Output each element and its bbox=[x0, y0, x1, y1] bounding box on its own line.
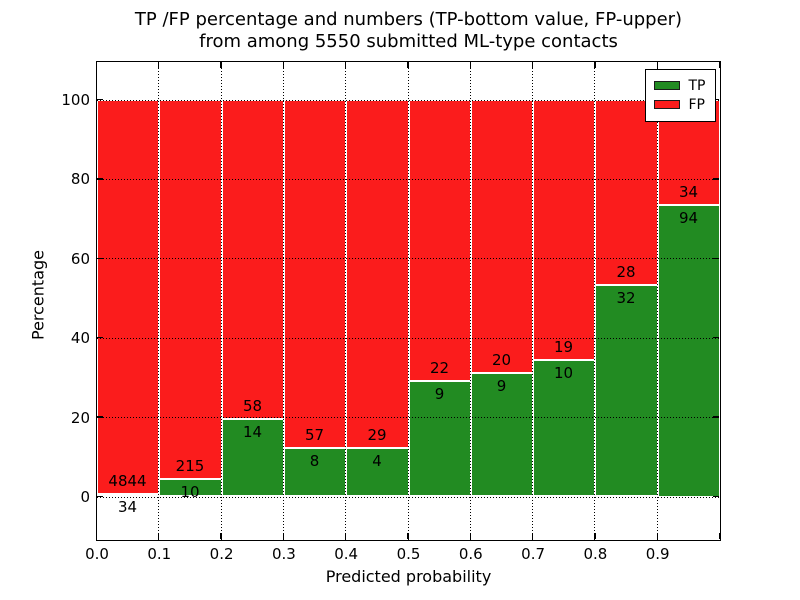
bar-label-fp-count: 58 bbox=[242, 397, 263, 416]
bar-label-fp-count: 19 bbox=[553, 337, 574, 356]
legend-label-fp: FP bbox=[688, 96, 706, 113]
chart-title: TP /FP percentage and numbers (TP-bottom… bbox=[97, 9, 720, 53]
y-tick-label: 40 bbox=[70, 329, 90, 348]
bar-label-tp-count: 14 bbox=[242, 423, 263, 442]
bar-label-tp-count: 10 bbox=[553, 363, 574, 382]
bar-label-fp-count: 215 bbox=[175, 456, 205, 475]
chart-title-line1: TP /FP percentage and numbers (TP-bottom… bbox=[134, 9, 683, 30]
x-tick-label: 0.1 bbox=[147, 545, 172, 563]
tick-mark bbox=[712, 416, 719, 418]
bar-label-tp-count: 94 bbox=[678, 208, 699, 227]
bar-segment-tp bbox=[345, 448, 409, 497]
legend-swatch-fp bbox=[653, 100, 680, 109]
bar-label-tp-count: 32 bbox=[616, 288, 636, 307]
tick-mark bbox=[95, 61, 98, 68]
tick-mark bbox=[96, 495, 103, 498]
x-tick-label: 0.0 bbox=[85, 545, 109, 563]
legend-swatch-tp bbox=[653, 81, 680, 90]
tick-mark bbox=[96, 98, 103, 101]
bar-segment-fp bbox=[221, 99, 284, 420]
tick-mark bbox=[96, 416, 103, 418]
x-tick-label: 0.3 bbox=[271, 545, 296, 563]
y-tick-label: 80 bbox=[70, 170, 90, 189]
bar-segment-tp bbox=[594, 284, 658, 497]
tick-mark bbox=[95, 532, 98, 539]
bar-label-fp-count: 20 bbox=[491, 351, 512, 370]
bar-label-tp-count: 9 bbox=[496, 377, 507, 396]
legend-entry-fp: FP bbox=[653, 96, 706, 113]
bar-label-fp-count: 57 bbox=[304, 425, 325, 444]
tick-mark bbox=[96, 257, 103, 259]
x-axis-label: Predicted probability bbox=[325, 567, 492, 586]
y-tick-label: 100 bbox=[61, 91, 90, 109]
legend-entry-tp: TP bbox=[653, 77, 706, 94]
legend-label-tp: TP bbox=[688, 77, 706, 94]
tick-mark bbox=[712, 257, 719, 259]
legend: TP FP bbox=[644, 68, 716, 122]
bar-segment-fp bbox=[96, 99, 159, 494]
bar-label-fp-count: 34 bbox=[678, 182, 699, 201]
bar-label-tp-count: 8 bbox=[309, 451, 320, 470]
bar-segment-tp bbox=[408, 381, 471, 497]
bar-label-tp-count: 4 bbox=[372, 452, 382, 471]
bar-segment-tp bbox=[96, 493, 159, 497]
y-tick-label: 60 bbox=[70, 249, 90, 268]
bar-segment-fp bbox=[283, 99, 346, 448]
x-tick-label: 0.9 bbox=[645, 545, 670, 563]
bar-label-tp-count: 9 bbox=[434, 385, 445, 404]
tick-mark bbox=[718, 532, 721, 539]
tick-mark bbox=[712, 178, 719, 180]
bar-segment-fp bbox=[532, 99, 595, 360]
x-tick-label: 0.2 bbox=[209, 545, 234, 563]
bars-layer bbox=[96, 62, 720, 540]
bar-label-fp-count: 4844 bbox=[108, 471, 147, 490]
bar-count-labels-layer: 4844 34 215 10 58 14 57 8 29 4 22 9 20 9 19 10 28 32 34 94 bbox=[97, 62, 720, 540]
y-tick-label: 0 bbox=[80, 488, 90, 506]
bar-segment-tp bbox=[657, 204, 720, 497]
x-tick-label: 0.5 bbox=[396, 545, 421, 563]
tick-mark bbox=[718, 61, 721, 68]
bar-label-tp-count: 34 bbox=[117, 497, 138, 516]
x-tick-label: 0.6 bbox=[458, 545, 483, 563]
y-tick-label: 20 bbox=[70, 408, 90, 427]
bar-label-fp-count: 29 bbox=[367, 426, 387, 445]
bar-segment-tp bbox=[221, 419, 284, 497]
x-tick-label: 0.8 bbox=[583, 545, 608, 563]
bar-segment-fp bbox=[470, 99, 533, 374]
bar-label-fp-count: 22 bbox=[429, 359, 450, 378]
bar-segment-tp bbox=[283, 447, 346, 497]
tick-mark bbox=[712, 98, 719, 101]
bar-segment-tp bbox=[532, 359, 595, 497]
x-tick-label: 0.4 bbox=[334, 545, 359, 563]
bar-segment-tp bbox=[470, 373, 533, 497]
tick-mark bbox=[712, 495, 719, 498]
plot-area: 4844 34 215 10 58 14 57 8 29 4 22 9 20 9 19 10 28 32 34 94 … bbox=[95, 60, 721, 541]
bar-label-tp-count: 10 bbox=[180, 482, 200, 501]
chart-title-line2: from among 5550 submitted ML-type contac… bbox=[199, 31, 618, 52]
bar-label-fp-count: 28 bbox=[616, 262, 636, 281]
tick-mark bbox=[96, 178, 103, 180]
x-tick-label: 0.7 bbox=[521, 545, 546, 563]
